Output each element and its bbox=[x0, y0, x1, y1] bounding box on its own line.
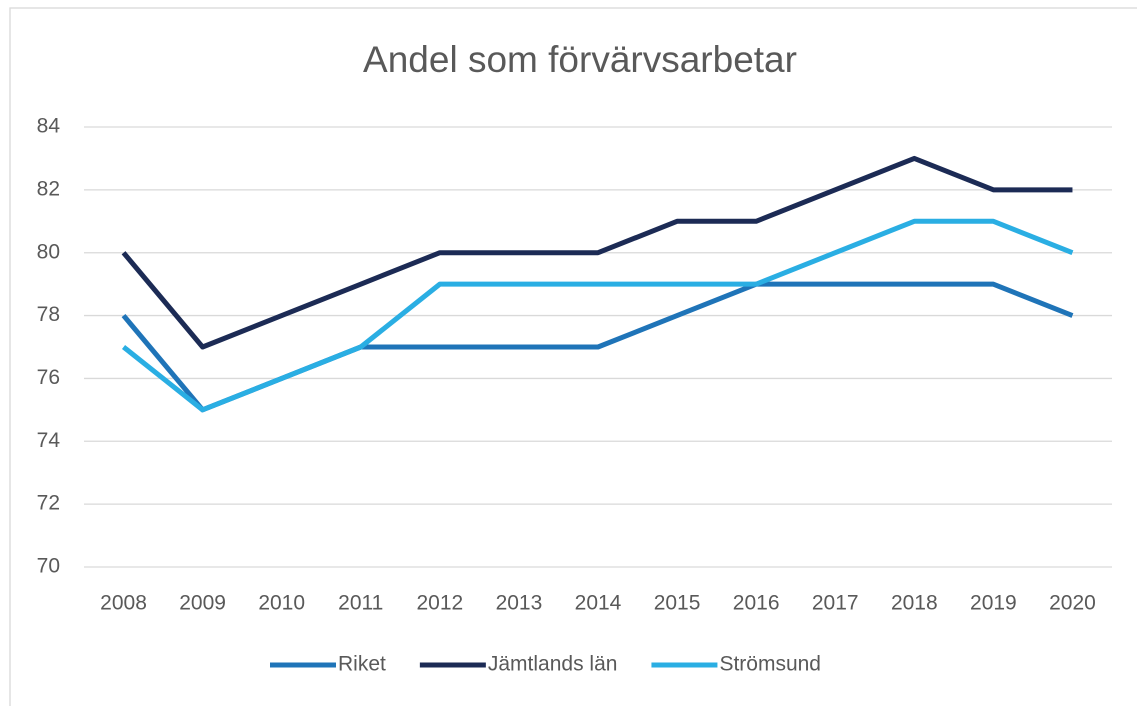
y-tick-label: 72 bbox=[37, 492, 60, 515]
legend-label: Riket bbox=[338, 653, 386, 676]
x-tick-label: 2017 bbox=[812, 592, 859, 615]
y-tick-label: 80 bbox=[37, 240, 60, 263]
y-tick-label: 78 bbox=[37, 303, 60, 326]
x-tick-label: 2011 bbox=[338, 592, 383, 615]
x-tick-label: 2015 bbox=[654, 592, 701, 615]
x-tick-label: 2008 bbox=[100, 592, 147, 615]
legend-label: Strömsund bbox=[719, 653, 821, 676]
y-tick-label: 74 bbox=[37, 429, 61, 452]
x-tick-label: 2020 bbox=[1049, 592, 1096, 615]
x-tick-label: 2018 bbox=[891, 592, 938, 615]
x-tick-label: 2012 bbox=[416, 592, 463, 615]
x-tick-label: 2010 bbox=[258, 592, 305, 615]
series-line bbox=[121, 218, 1074, 413]
x-tick-label: 2014 bbox=[575, 592, 622, 615]
x-tick-label: 2016 bbox=[733, 592, 780, 615]
chart-frame bbox=[9, 7, 1137, 706]
legend-label: Jämtlands län bbox=[488, 653, 618, 676]
y-tick-label: 84 bbox=[37, 115, 61, 138]
x-tick-label: 2013 bbox=[496, 592, 543, 615]
chart-title: Andel som förvärvsarbetar bbox=[363, 39, 797, 80]
y-tick-label: 82 bbox=[37, 177, 60, 200]
x-tick-label: 2019 bbox=[970, 592, 1017, 615]
series-line bbox=[121, 155, 1073, 350]
y-tick-label: 76 bbox=[37, 366, 60, 389]
y-tick-label: 70 bbox=[37, 555, 60, 578]
x-tick-label: 2009 bbox=[179, 592, 226, 615]
